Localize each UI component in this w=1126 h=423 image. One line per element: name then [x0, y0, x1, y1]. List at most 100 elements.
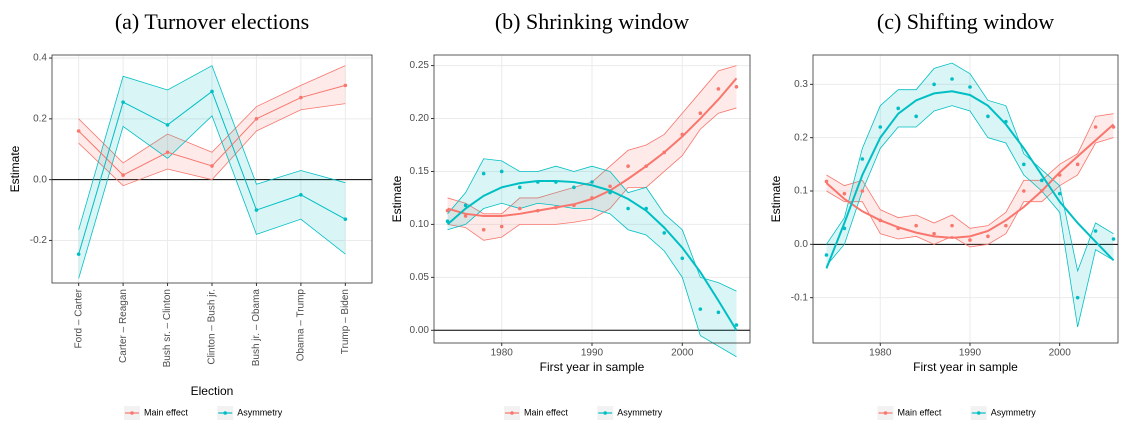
- plot-background: [813, 55, 1118, 343]
- data-point: [1057, 191, 1062, 196]
- data-point: [1093, 125, 1098, 129]
- band-edge: [826, 137, 1114, 248]
- confidence-band: [447, 65, 737, 241]
- data-point: [590, 196, 594, 200]
- data-point: [165, 123, 170, 127]
- legend-swatch: [603, 411, 607, 415]
- data-point: [445, 219, 450, 224]
- data-point: [1057, 173, 1062, 177]
- data-point: [608, 190, 612, 195]
- data-point: [968, 85, 972, 89]
- data-point: [343, 217, 348, 221]
- data-point: [1075, 295, 1080, 300]
- data-point: [499, 224, 504, 229]
- data-point: [716, 87, 721, 91]
- data-point: [572, 203, 576, 208]
- data-point: [536, 208, 540, 213]
- data-point: [76, 252, 81, 256]
- data-point: [343, 83, 348, 88]
- band-edge: [826, 113, 1114, 229]
- data-point: [254, 117, 259, 121]
- data-point: [299, 95, 303, 100]
- y-tick-label: 0.4: [33, 53, 47, 64]
- y-tick-label: -0.1: [791, 292, 809, 303]
- data-point: [896, 106, 901, 111]
- legend-label: Main effect: [898, 407, 942, 417]
- x-tick-label: Carter – Reagan: [118, 289, 129, 363]
- band-edge: [447, 107, 737, 241]
- y-tick-label: 0.1: [794, 186, 808, 197]
- data-point: [517, 185, 522, 190]
- chart-title: (c) Shifting window: [877, 9, 1054, 34]
- data-point: [860, 157, 865, 161]
- data-point: [1022, 162, 1026, 167]
- y-tick-label: -0.2: [30, 235, 48, 246]
- data-point: [698, 111, 703, 116]
- data-point: [536, 180, 540, 184]
- x-tick-label: Obama – Trump: [296, 289, 307, 362]
- data-point: [1022, 189, 1026, 193]
- data-point: [76, 129, 81, 133]
- band-edge: [447, 158, 737, 292]
- x-tick-label: 2000: [671, 348, 694, 359]
- legend-swatch: [130, 411, 134, 415]
- legend-label: Asymmetry: [617, 407, 663, 417]
- x-tick-label: 1980: [491, 348, 514, 359]
- data-point: [445, 208, 450, 213]
- band-edge: [78, 115, 346, 279]
- data-point: [210, 89, 214, 94]
- data-point: [121, 173, 125, 177]
- data-point: [896, 226, 901, 231]
- data-point: [824, 253, 829, 257]
- data-point: [481, 227, 486, 232]
- x-tick-label: 1990: [581, 348, 604, 359]
- data-point: [1075, 162, 1080, 167]
- band-edge: [826, 105, 1114, 328]
- data-point: [662, 150, 667, 155]
- data-point: [554, 180, 558, 184]
- data-point: [590, 180, 594, 184]
- band-edge: [78, 65, 346, 230]
- x-axis-title: First year in sample: [540, 360, 645, 374]
- legend-label: Asymmetry: [237, 407, 283, 417]
- panel: 0.00 0.05 0.10 0.15 0.20 0.25 1980 1990 2000 (b) …: [390, 9, 751, 420]
- legend-label: Main effect: [144, 407, 188, 417]
- data-point: [842, 191, 847, 196]
- data-point: [1004, 119, 1008, 124]
- y-tick-label: 0.20: [410, 113, 430, 124]
- y-tick-label: 0.00: [410, 325, 430, 336]
- y-axis-title: Estimate: [390, 175, 404, 222]
- data-point: [644, 206, 648, 211]
- data-point: [986, 114, 990, 119]
- data-point: [1093, 229, 1098, 233]
- y-tick-label: 0.15: [410, 166, 430, 177]
- plot-border: [433, 54, 751, 344]
- data-point: [950, 77, 954, 81]
- data-point: [986, 234, 990, 239]
- x-axis-title: First year in sample: [913, 360, 1018, 374]
- data-point: [1004, 223, 1008, 228]
- smooth-line: [446, 180, 738, 331]
- data-point: [878, 125, 883, 129]
- y-axis-title: Estimate: [769, 175, 783, 222]
- data-point: [698, 307, 703, 311]
- data-point: [734, 323, 739, 327]
- confidence-band: [78, 65, 346, 186]
- chart-title: (b) Shrinking window: [495, 9, 689, 34]
- y-tick-label: 0.10: [410, 219, 430, 230]
- data-point: [1111, 125, 1116, 129]
- y-axis-title: Estimate: [8, 145, 22, 192]
- data-point: [932, 231, 936, 236]
- data-point: [499, 169, 504, 174]
- data-point: [662, 231, 667, 235]
- data-point: [680, 256, 685, 261]
- x-tick-label: Bush sr. – Clinton: [162, 289, 173, 367]
- data-point: [299, 193, 303, 197]
- data-point: [517, 206, 522, 211]
- confidence-band: [826, 113, 1114, 247]
- data-point: [554, 205, 558, 210]
- data-point: [254, 208, 259, 212]
- legend-label: Main effect: [524, 407, 568, 417]
- data-point: [950, 223, 954, 228]
